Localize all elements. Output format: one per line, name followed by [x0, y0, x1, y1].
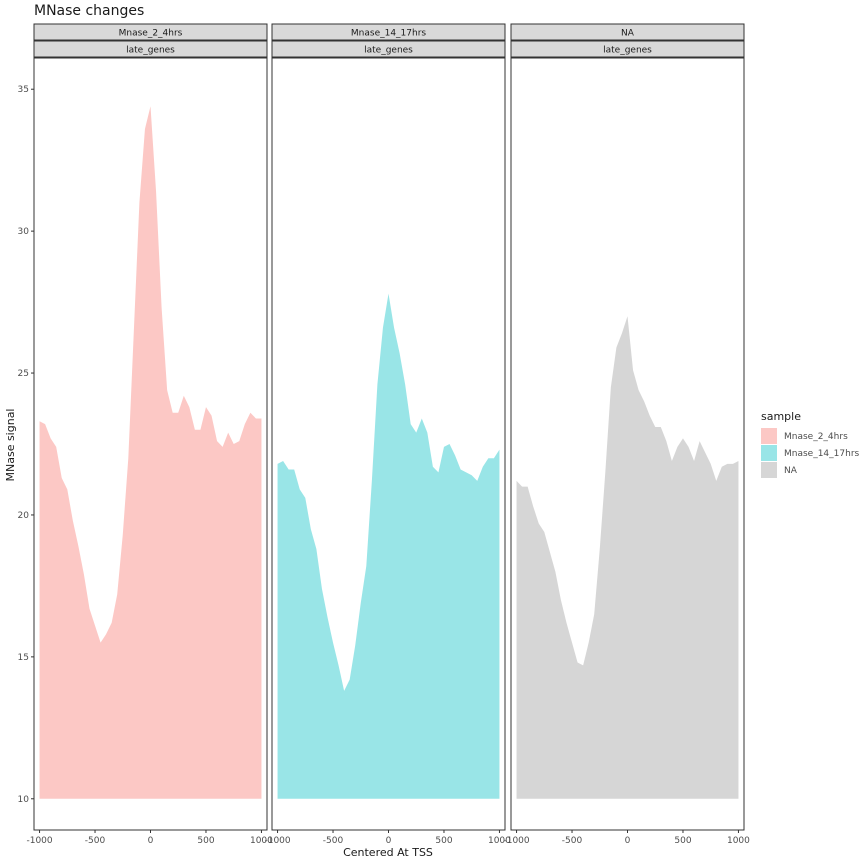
panel-border — [33, 57, 268, 831]
y-tick-label: 20 — [18, 511, 30, 521]
y-tick-label: 35 — [18, 85, 29, 95]
facet-strip-bottom: late_genes — [33, 40, 268, 58]
facet-panel-1: Mnase_2_4hrs late_genes -1000 -500 0 500 1000 1… — [18, 23, 273, 846]
x-axis-title: Centered At TSS — [343, 846, 433, 859]
legend-label: Mnase_2_4hrs — [784, 432, 848, 442]
strip-label: Mnase_2_4hrs — [119, 29, 183, 39]
y-axis-title: MNase signal — [4, 409, 17, 482]
panel-border — [271, 57, 506, 831]
facet-panel-2: Mnase_14_17hrs late_genes -1000 -500 0 500 100… — [264, 23, 511, 846]
x-tick-label: -1000 — [503, 836, 529, 846]
y-tick-label: 30 — [18, 227, 30, 237]
facet-strip-bottom: late_genes — [271, 40, 506, 58]
legend-swatch — [761, 462, 777, 478]
x-tick-label: -1000 — [264, 836, 290, 846]
legend-label: Mnase_14_17hrs — [784, 449, 860, 459]
x-tick-label: 0 — [386, 836, 392, 846]
x-tick-label: 1000 — [250, 836, 273, 846]
chart-title: MNase changes — [34, 3, 144, 19]
y-tick-label: 10 — [18, 795, 30, 805]
facet-strip-top: Mnase_14_17hrs — [271, 23, 506, 41]
x-tick-label: 0 — [625, 836, 631, 846]
strip-background — [33, 40, 268, 58]
x-tick-label: -1000 — [26, 836, 52, 846]
series-area-Mnase_14_17hrs — [277, 293, 500, 799]
strip-background — [510, 23, 745, 41]
x-tick-label: -500 — [323, 836, 344, 846]
x-tick-label: 500 — [674, 836, 691, 846]
panel-border — [510, 57, 745, 831]
series-area-Mnase_2_4hrs — [39, 106, 262, 799]
x-tick-label: 500 — [197, 836, 214, 846]
x-tick-label: 1000 — [488, 836, 511, 846]
x-tick-label: 1000 — [727, 836, 750, 846]
legend-item: Mnase_2_4hrs — [761, 428, 848, 444]
legend-label: NA — [784, 466, 798, 476]
facet-panel-3: NA late_genes -1000 -500 0 500 1000 — [503, 23, 750, 846]
strip-background — [510, 40, 745, 58]
x-tick-label: -500 — [562, 836, 583, 846]
strip-background — [271, 40, 506, 58]
facet-strip-bottom: late_genes — [510, 40, 745, 58]
x-tick-label: 0 — [148, 836, 154, 846]
legend-swatch — [761, 428, 777, 444]
strip-label: late_genes — [126, 46, 175, 56]
series-area-NA — [516, 316, 739, 799]
strip-background — [271, 23, 506, 41]
strip-label: late_genes — [603, 46, 652, 56]
y-tick-label: 15 — [18, 653, 29, 663]
facet-strip-top: Mnase_2_4hrs — [33, 23, 268, 41]
y-tick-label: 25 — [18, 369, 29, 379]
facet-strip-top: NA — [510, 23, 745, 41]
x-tick-label: 500 — [435, 836, 452, 846]
legend-item: Mnase_14_17hrs — [761, 445, 860, 461]
strip-background — [33, 23, 268, 41]
legend: sample Mnase_2_4hrs Mnase_14_17hrs NA — [761, 410, 860, 478]
legend-swatch — [761, 445, 777, 461]
legend-item: NA — [761, 462, 798, 478]
strip-label: Mnase_14_17hrs — [351, 29, 427, 39]
legend-title: sample — [761, 410, 801, 423]
strip-label: late_genes — [364, 46, 413, 56]
x-tick-label: -500 — [85, 836, 106, 846]
strip-label: NA — [621, 29, 635, 39]
